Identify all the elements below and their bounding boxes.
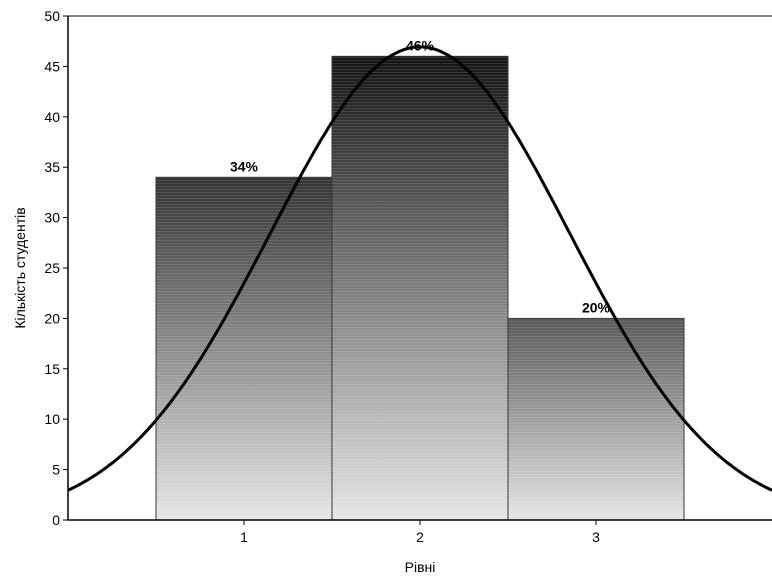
data-label-1: 34% xyxy=(230,158,259,174)
y-tick-label-45: 45 xyxy=(44,58,60,74)
y-tick-label-20: 20 xyxy=(44,310,60,326)
y-tick-label-0: 0 xyxy=(52,512,60,528)
y-tick-label-25: 25 xyxy=(44,260,60,276)
labels-group: 34% 46% 20% 0 5 10 15 20 25 30 35 40 45 50 1 2 3 Рівні Кіл… xyxy=(12,8,611,575)
x-axis-title: Рівні xyxy=(405,559,436,575)
y-axis-title: Кількість студентів xyxy=(12,207,28,328)
y-tick-label-5: 5 xyxy=(52,462,60,478)
y-tick-label-10: 10 xyxy=(44,411,60,427)
x-tick-label-2: 2 xyxy=(416,529,424,545)
bars-group xyxy=(155,55,685,521)
bar-3 xyxy=(507,317,685,521)
y-tick-label-35: 35 xyxy=(44,159,60,175)
normal-curve xyxy=(68,45,772,492)
x-tick-label-3: 3 xyxy=(592,529,600,545)
x-tick-label-1: 1 xyxy=(240,529,248,545)
data-label-2: 46% xyxy=(406,37,435,53)
normal-curve-group xyxy=(68,45,772,492)
bar-2 xyxy=(331,55,509,521)
axes-group xyxy=(63,15,772,525)
data-label-3: 20% xyxy=(582,299,611,315)
y-tick-label-40: 40 xyxy=(44,109,60,125)
y-tick-label-15: 15 xyxy=(44,361,60,377)
y-tick-label-30: 30 xyxy=(44,210,60,226)
y-tick-label-50: 50 xyxy=(44,8,60,24)
bar-1 xyxy=(155,176,333,521)
